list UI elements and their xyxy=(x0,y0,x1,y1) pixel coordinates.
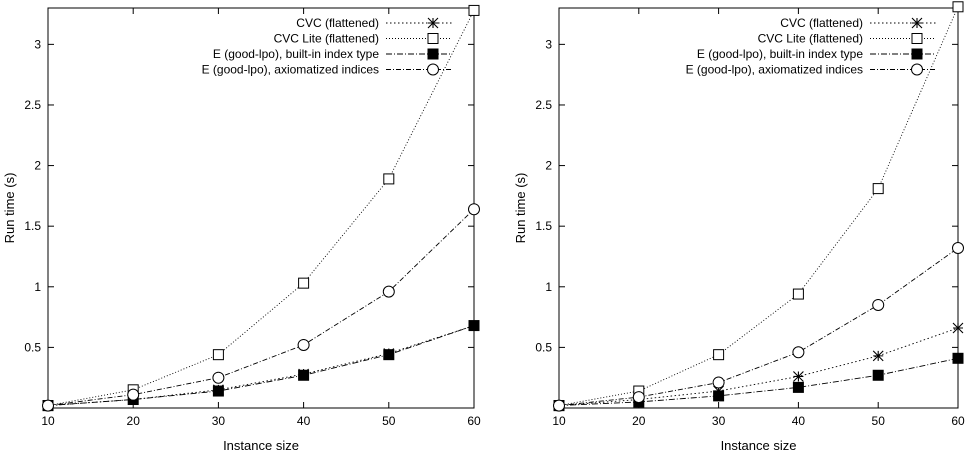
x-tick-label: 40 xyxy=(297,414,311,428)
data-point xyxy=(792,381,804,393)
data-point xyxy=(712,376,725,389)
x-tick-label: 20 xyxy=(127,414,141,428)
y-tick-label: 3 xyxy=(34,37,41,51)
data-point xyxy=(713,349,725,361)
data-point xyxy=(383,349,395,361)
x-tick-label: 10 xyxy=(552,414,566,428)
data-point xyxy=(468,320,480,332)
data-point xyxy=(952,1,964,13)
y-tick-label: 1 xyxy=(545,280,552,294)
x-tick-label: 10 xyxy=(41,414,55,428)
series-2 xyxy=(553,352,964,412)
data-point xyxy=(952,352,964,364)
y-tick-label: 0.5 xyxy=(535,340,552,354)
legend-marker xyxy=(911,33,923,44)
x-tick-label: 60 xyxy=(951,414,965,428)
legend-marker xyxy=(911,48,923,60)
series-line xyxy=(558,247,959,407)
x-axis-label: Instance size xyxy=(721,438,797,453)
series-line xyxy=(47,325,475,407)
data-point xyxy=(298,369,310,381)
left-chart: 10 20 30 40 50 60 0.5 1 1.5 2 2.5 3 Instance size Run… xyxy=(2,4,481,453)
x-axis-label: Instance size xyxy=(223,438,299,453)
data-point xyxy=(212,349,224,361)
data-point xyxy=(872,183,884,195)
data-point xyxy=(127,388,140,401)
data-point xyxy=(793,371,804,382)
y-tick-label: 0.5 xyxy=(24,340,41,354)
data-point xyxy=(383,173,395,185)
right-chart: 10 20 30 40 50 60 0.5 1 1.5 2 2.5 3 Instance size Run… xyxy=(513,1,965,453)
y-tick-label: 2 xyxy=(545,159,552,173)
data-point xyxy=(212,371,225,384)
data-point xyxy=(632,391,645,404)
series-line xyxy=(558,357,959,407)
y-tick-label: 3 xyxy=(545,37,552,51)
x-tick-label: 30 xyxy=(212,414,226,428)
y-axis-label: Run time (s) xyxy=(2,173,17,244)
legend-label: CVC (flattened) xyxy=(296,16,379,30)
x-tick-label: 50 xyxy=(872,414,886,428)
legend-label: E (good-lpo), axiomatized indices xyxy=(202,63,379,77)
data-point xyxy=(713,390,725,402)
x-tick-label: 50 xyxy=(382,414,396,428)
series-3 xyxy=(42,203,480,412)
series-0 xyxy=(42,320,480,411)
series-0 xyxy=(553,322,964,411)
data-point xyxy=(792,288,804,300)
legend-label: E (good-lpo), built-in index type xyxy=(213,47,379,61)
data-point xyxy=(553,399,565,412)
y-tick-label: 2 xyxy=(34,159,41,173)
x-tick-label: 20 xyxy=(632,414,646,428)
legend-label: E (good-lpo), axiomatized indices xyxy=(686,63,863,77)
data-point xyxy=(872,350,884,362)
data-point xyxy=(872,298,885,311)
series-line xyxy=(558,327,959,407)
plot-frame xyxy=(558,7,959,409)
data-point xyxy=(212,385,224,397)
series-3 xyxy=(553,242,964,412)
data-point xyxy=(382,285,395,298)
x-tick-label: 60 xyxy=(467,414,481,428)
data-point xyxy=(792,346,805,359)
y-tick-label: 1.5 xyxy=(24,219,41,233)
legend-label: CVC Lite (flattened) xyxy=(274,32,379,46)
legend-marker xyxy=(427,33,439,44)
data-point xyxy=(42,399,54,412)
series-2 xyxy=(42,320,480,412)
legend-marker xyxy=(427,48,439,60)
legend-marker xyxy=(427,63,439,76)
data-point xyxy=(952,242,964,254)
x-tick-label: 40 xyxy=(792,414,806,428)
data-point xyxy=(298,277,310,289)
y-axis-label: Run time (s) xyxy=(513,173,528,244)
legend-label: CVC (flattened) xyxy=(780,16,863,30)
y-tick-label: 1.5 xyxy=(535,219,552,233)
y-tick-label: 1 xyxy=(34,280,41,294)
legend: CVC (flattened)CVC Lite (flattened)E (go… xyxy=(686,16,936,77)
y-tick-label: 2.5 xyxy=(535,98,552,112)
series-line xyxy=(47,325,475,407)
y-tick-label: 2.5 xyxy=(24,98,41,112)
data-point xyxy=(468,4,480,16)
data-point xyxy=(468,203,480,216)
legend-label: CVC Lite (flattened) xyxy=(758,32,863,46)
series-line xyxy=(47,208,475,407)
legend-marker xyxy=(427,17,439,29)
legend-marker xyxy=(911,63,923,76)
legend-label: E (good-lpo), built-in index type xyxy=(697,47,863,61)
data-point xyxy=(872,369,884,381)
x-tick-label: 30 xyxy=(712,414,726,428)
series-line xyxy=(47,10,475,407)
legend: CVC (flattened)CVC Lite (flattened)E (go… xyxy=(202,16,452,77)
data-point xyxy=(952,322,964,334)
legend-marker xyxy=(911,17,923,29)
data-point xyxy=(297,338,310,351)
